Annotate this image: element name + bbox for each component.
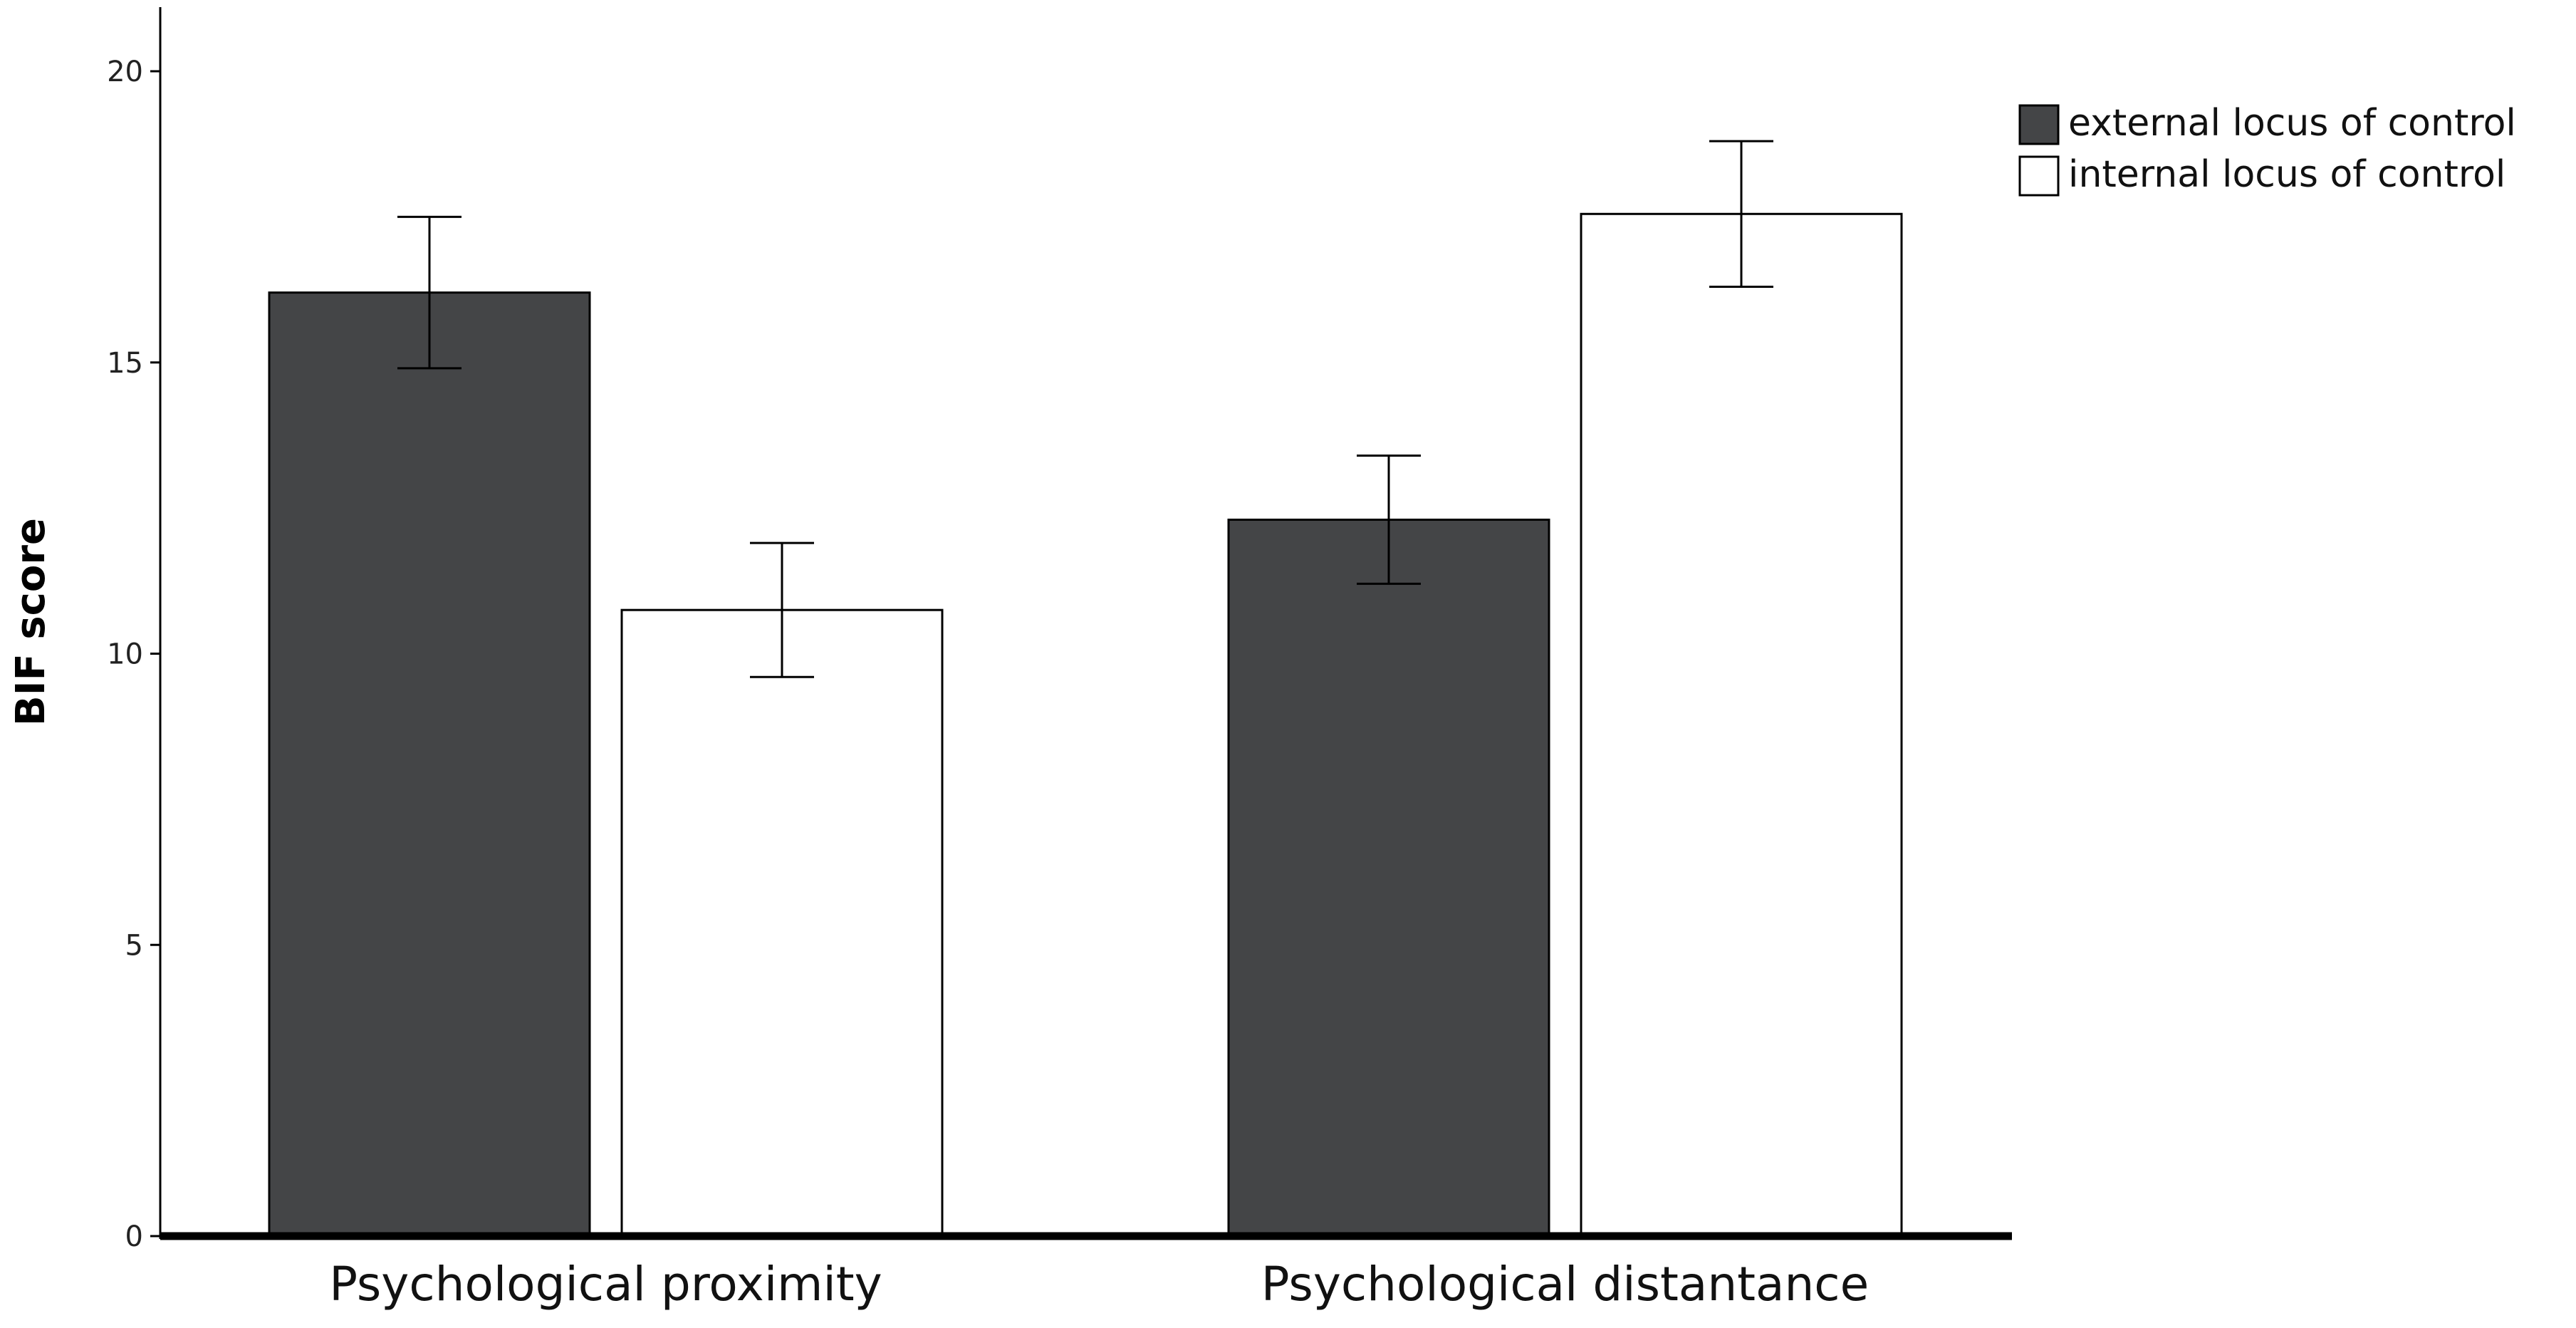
error-bars-layer <box>397 140 1773 678</box>
bars-layer <box>268 212 1903 1238</box>
legend-label: external locus of control <box>2068 102 2516 145</box>
y-tick-label: 0 <box>125 1220 143 1253</box>
y-tick-label: 20 <box>107 56 143 88</box>
bar-external-1 <box>1227 518 1550 1238</box>
bar-internal-1 <box>1580 212 1903 1238</box>
x-category-label: Psychological proximity <box>329 1257 882 1312</box>
y-tick-label: 10 <box>107 638 143 671</box>
bar-internal-0 <box>620 608 944 1238</box>
legend-label: internal locus of control <box>2068 153 2505 196</box>
y-axis-label: BIF score <box>8 518 54 726</box>
y-tick-label: 5 <box>125 929 143 962</box>
bar-external-0 <box>268 291 591 1238</box>
y-tick-label: 15 <box>107 347 143 380</box>
legend-swatch <box>2018 155 2060 197</box>
legend: external locus of control internal locus … <box>2018 102 2516 197</box>
x-category-label: Psychological distantance <box>1261 1257 1869 1312</box>
legend-swatch <box>2018 104 2060 145</box>
axes-layer: 0 5 10 15 20 BIF score Psychological proximity… <box>8 7 2012 1312</box>
